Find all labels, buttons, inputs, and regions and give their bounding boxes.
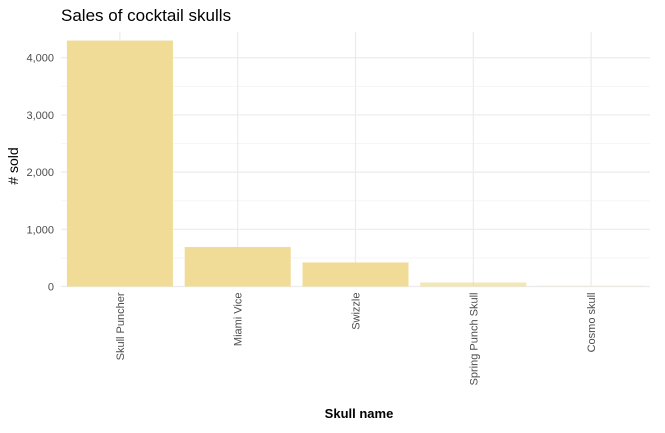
x-tick-label: Miami Vice bbox=[233, 293, 245, 347]
x-axis-ticks: Skull Puncher Miami Vice Swizzle Spring Pun… bbox=[115, 292, 598, 385]
bar bbox=[538, 285, 645, 287]
chart-title: Sales of cocktail skulls bbox=[61, 6, 231, 25]
bars bbox=[66, 40, 645, 287]
x-tick-label: Skull Puncher bbox=[115, 292, 127, 360]
x-tick-label: Spring Punch Skull bbox=[468, 293, 480, 386]
y-axis-title: # sold bbox=[5, 147, 21, 184]
bar bbox=[420, 282, 527, 287]
y-tick-label: 4,000 bbox=[26, 53, 54, 65]
x-tick-label: Cosmo skull bbox=[586, 293, 598, 353]
y-tick-label: 2,000 bbox=[26, 167, 54, 179]
x-tick-label: Swizzle bbox=[351, 293, 363, 330]
bar bbox=[66, 40, 173, 287]
y-axis-ticks: 0 1,000 2,000 3,000 4,000 bbox=[26, 53, 54, 294]
y-tick-label: 1,000 bbox=[26, 224, 54, 236]
y-tick-label: 0 bbox=[48, 282, 54, 294]
bar bbox=[184, 247, 291, 287]
y-tick-label: 3,000 bbox=[26, 110, 54, 122]
x-axis-title: Skull name bbox=[325, 406, 394, 421]
bar bbox=[302, 262, 409, 287]
